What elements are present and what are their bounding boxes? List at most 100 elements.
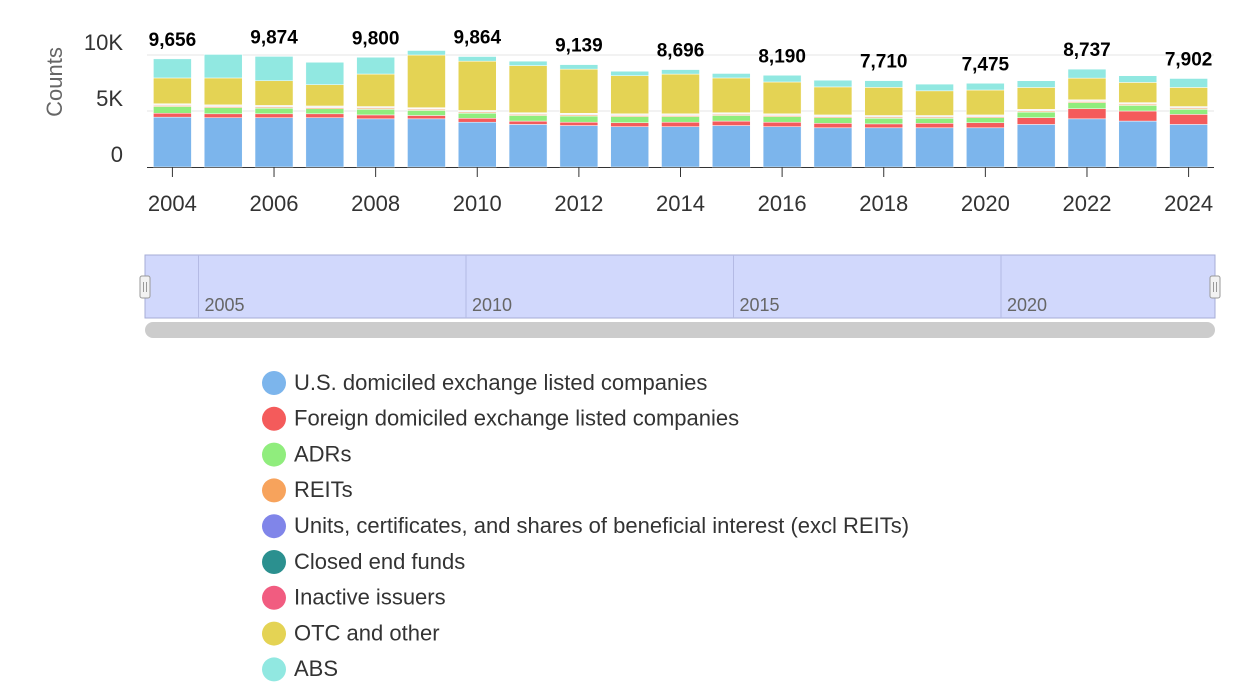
legend-marker[interactable] xyxy=(262,621,286,646)
x-tick-label: 2024 xyxy=(1164,191,1213,216)
bar-segment xyxy=(508,115,548,122)
bar-segment xyxy=(254,80,294,106)
x-tick-label: 2012 xyxy=(554,191,603,216)
bar-segment xyxy=(966,117,1005,124)
bar-segment xyxy=(508,60,548,66)
bar-segment xyxy=(356,109,395,116)
bar-segment xyxy=(407,54,446,108)
bar-segment xyxy=(966,83,1005,91)
bar-segment xyxy=(864,123,903,129)
bar-segment xyxy=(1067,118,1107,168)
bar-segment xyxy=(203,54,243,79)
x-tick-label: 2014 xyxy=(656,191,705,216)
bar-segment xyxy=(153,106,192,114)
bar-segment xyxy=(813,127,853,168)
bar-segment xyxy=(1016,87,1056,110)
bar-segment xyxy=(813,123,853,129)
legend-marker[interactable] xyxy=(262,406,286,431)
legend-label[interactable]: U.S. domiciled exchange listed companies xyxy=(294,370,707,395)
scrollbar[interactable] xyxy=(145,322,1215,338)
legend-marker[interactable] xyxy=(262,478,286,503)
navigator-handle[interactable] xyxy=(1209,275,1221,299)
legend-label[interactable]: Inactive issuers xyxy=(294,585,446,610)
bar-segment xyxy=(153,112,192,118)
bar-segment xyxy=(356,114,395,120)
bar-segment xyxy=(915,90,954,116)
bar-segment xyxy=(712,120,751,126)
bar-segment xyxy=(559,115,599,123)
total-label: 9,864 xyxy=(453,28,501,49)
total-label: 9,874 xyxy=(250,27,298,48)
y-axis-title: Counts xyxy=(42,47,67,117)
bar-segment xyxy=(864,80,903,88)
bar-segment xyxy=(1118,105,1158,112)
navigator-tick-label: 2010 xyxy=(472,295,512,315)
bar-segment xyxy=(508,65,548,113)
bar-segment xyxy=(458,112,497,119)
bar-segment xyxy=(1169,109,1208,115)
navigator-handle[interactable] xyxy=(139,275,151,299)
legend-label[interactable]: OTC and other xyxy=(294,620,440,645)
bar-segment xyxy=(1016,117,1056,125)
legend-label[interactable]: Foreign domiciled exchange listed compan… xyxy=(294,406,739,431)
bar-segment xyxy=(203,77,243,106)
total-label: 7,902 xyxy=(1165,50,1213,71)
x-tick-label: 2018 xyxy=(859,191,908,216)
bar-segment xyxy=(458,56,497,62)
x-tick-label: 2008 xyxy=(351,191,400,216)
bar-segment xyxy=(1118,82,1158,103)
bar-segment xyxy=(407,118,446,168)
total-label: 8,696 xyxy=(657,41,705,62)
navigator-window[interactable] xyxy=(144,254,1216,319)
bar-segment xyxy=(559,121,599,126)
bar-segment xyxy=(966,127,1005,168)
legend-marker[interactable] xyxy=(262,550,286,574)
bar-segment xyxy=(1067,77,1107,101)
legend-marker[interactable] xyxy=(262,514,286,539)
bar-segment xyxy=(712,125,751,168)
bar-segment xyxy=(966,122,1005,129)
bar-segment xyxy=(864,87,903,116)
navigator-tick-label: 2020 xyxy=(1007,295,1047,315)
bar-segment xyxy=(1067,108,1107,120)
total-label: 7,710 xyxy=(860,52,908,73)
bar-segment xyxy=(864,127,903,168)
bar-segment xyxy=(508,120,548,125)
legend-label[interactable]: ABS xyxy=(294,656,338,681)
bar-segment xyxy=(407,110,446,116)
bar-segment xyxy=(661,116,700,123)
legend-marker[interactable] xyxy=(262,442,286,467)
bar-segment xyxy=(661,126,700,168)
bar-segment xyxy=(1118,120,1158,168)
legend-label[interactable]: Units, certificates, and shares of benef… xyxy=(294,513,909,538)
bar-segment xyxy=(1067,102,1107,110)
legend-label[interactable]: Closed end funds xyxy=(294,549,465,574)
bar-segment xyxy=(1118,110,1158,122)
bar-segment xyxy=(203,113,243,118)
x-tick-label: 2010 xyxy=(453,191,502,216)
bar-segment xyxy=(712,115,751,122)
bar-segment xyxy=(762,126,802,168)
y-tick-label: 10K xyxy=(84,30,123,55)
legend-label[interactable]: REITs xyxy=(294,477,353,502)
x-tick-label: 2006 xyxy=(250,191,299,216)
bar-segment xyxy=(661,69,700,75)
x-tick-label: 2016 xyxy=(758,191,807,216)
legend-marker[interactable] xyxy=(262,657,286,682)
bar-segment xyxy=(254,56,294,82)
bar-segment xyxy=(305,117,345,168)
bar-segment xyxy=(1169,124,1208,168)
bar-segment xyxy=(610,116,649,124)
bar-segment xyxy=(813,117,853,124)
bar-segment xyxy=(559,125,599,168)
legend-label[interactable]: ADRs xyxy=(294,441,351,466)
total-label: 7,475 xyxy=(962,54,1010,75)
bar-segment xyxy=(305,62,345,85)
bar-segment xyxy=(610,70,649,76)
total-label: 9,656 xyxy=(149,30,197,51)
bar-segment xyxy=(458,118,497,123)
legend-marker[interactable] xyxy=(262,585,286,610)
legend-marker[interactable] xyxy=(262,371,286,395)
bar-segment xyxy=(966,89,1005,116)
